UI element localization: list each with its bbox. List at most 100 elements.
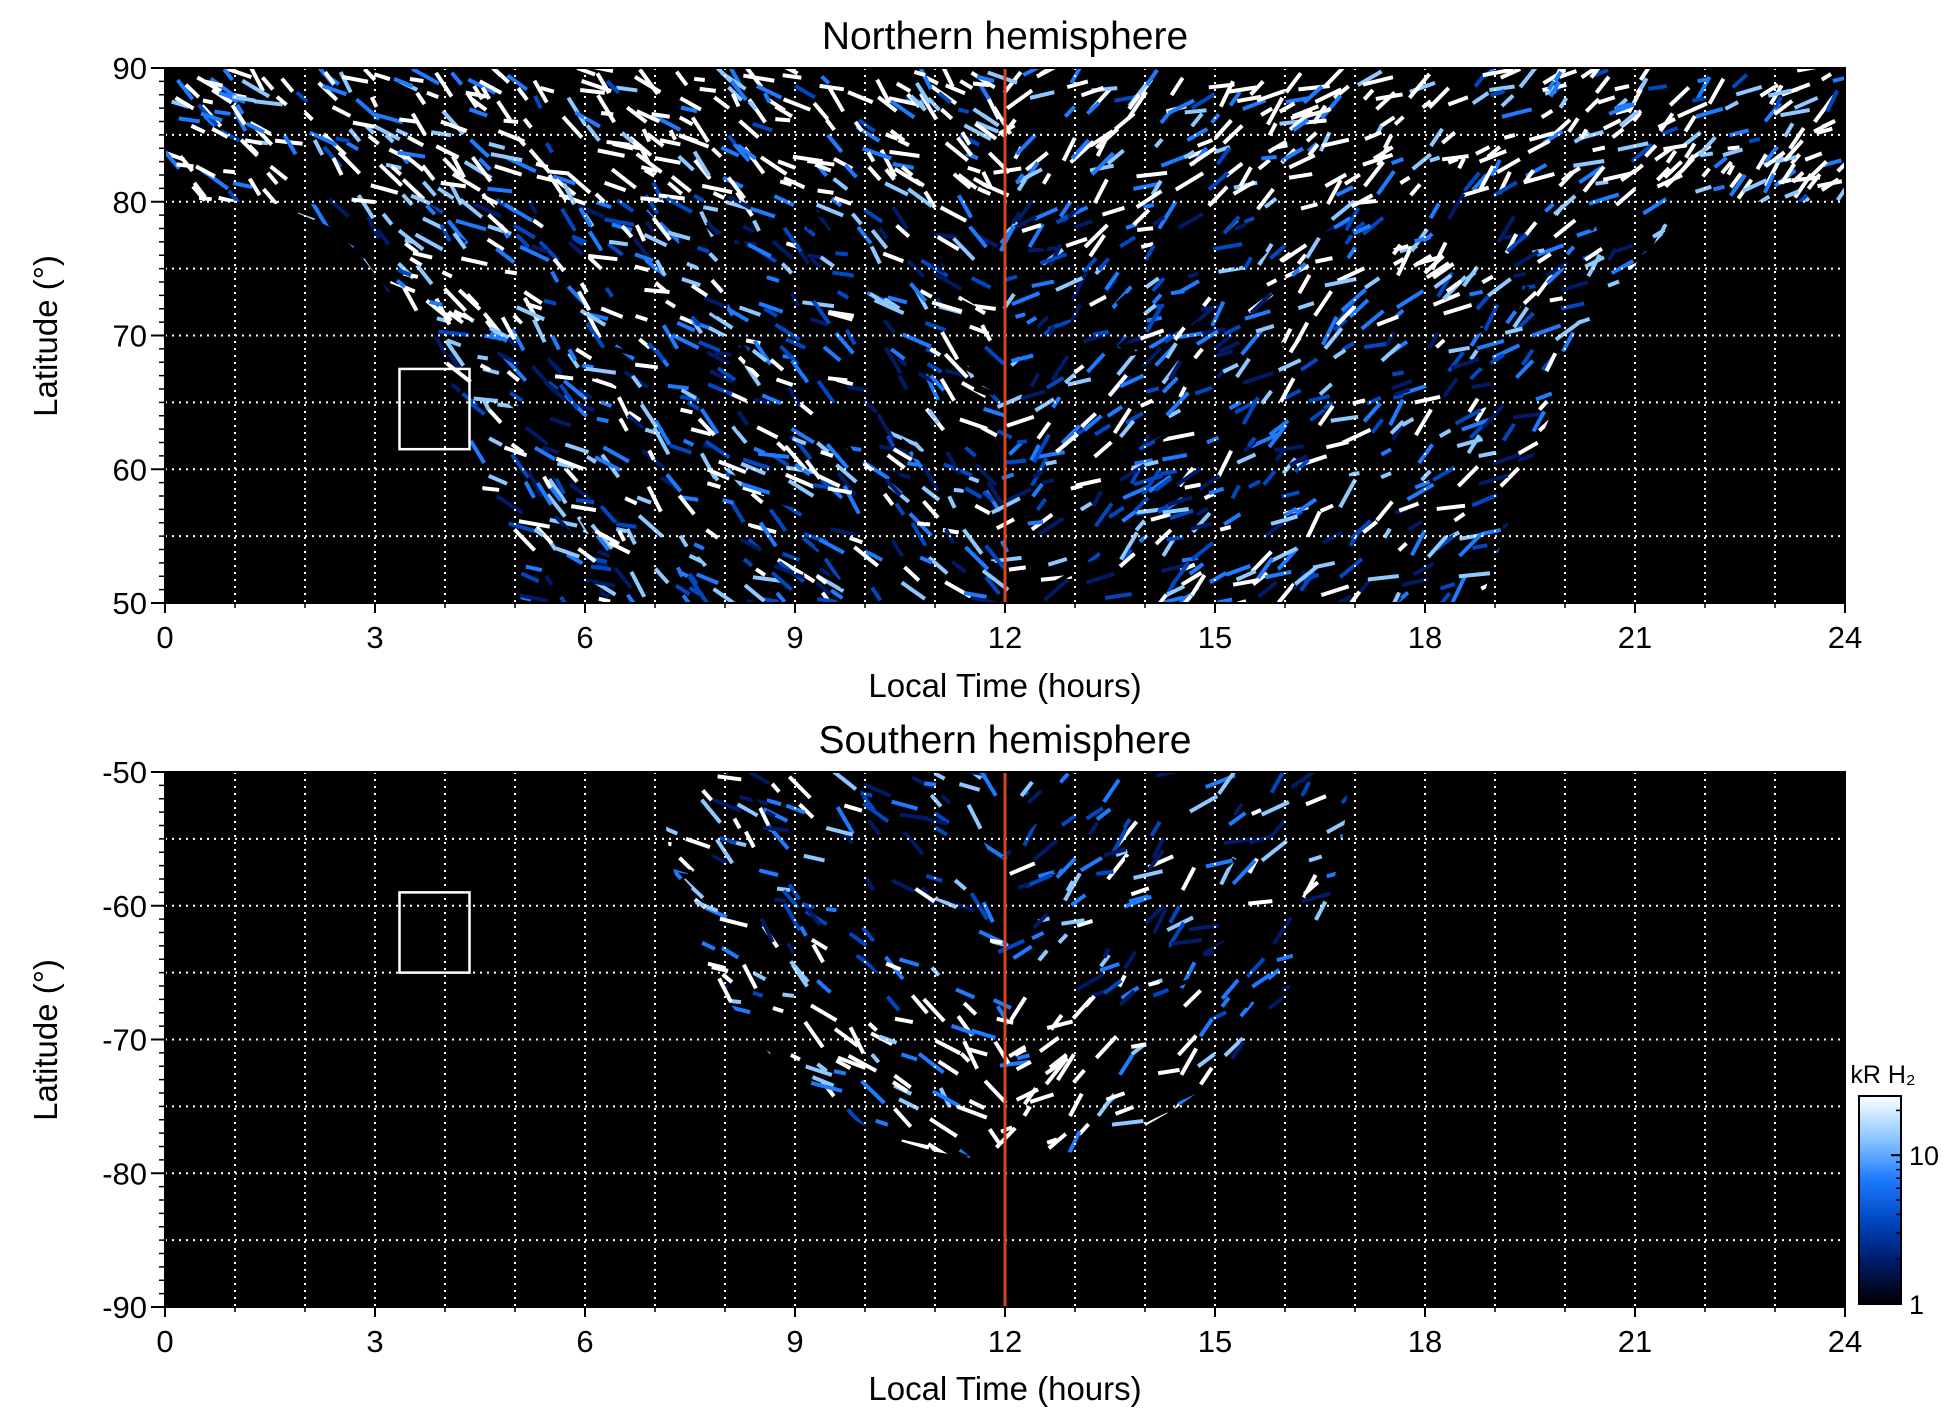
northern-emission-streak: [715, 351, 732, 357]
southern-emission-streak: [865, 955, 884, 975]
northern-emission-streak: [1091, 490, 1103, 508]
northern-emission-streak: [547, 478, 568, 505]
northern-emission-streak: [536, 174, 559, 184]
northern-emission-streak: [1560, 170, 1574, 183]
northern-emission-streak: [830, 196, 843, 208]
northern-emission-streak: [533, 94, 543, 110]
northern-emission-streak: [1242, 256, 1253, 271]
northern-emission-streak: [487, 473, 508, 486]
northern-emission-streak: [1573, 159, 1605, 168]
northern-emission-streak: [758, 301, 784, 314]
northern-emission-streak: [1143, 203, 1155, 209]
southern-emission-streak: [1019, 780, 1034, 798]
southern-emission-streak: [1170, 978, 1192, 989]
northern-emission-streak: [1458, 532, 1484, 558]
northern-emission-streak: [415, 264, 434, 286]
northern-emission-streak: [816, 379, 836, 404]
northern-emission-streak: [1292, 117, 1310, 133]
northern-emission-streak: [1174, 171, 1205, 192]
northern-emission-streak: [587, 255, 603, 271]
northern-emission-streak: [1255, 324, 1275, 334]
northern-emission-streak: [1190, 521, 1212, 531]
northern-emission-streak: [894, 502, 906, 516]
southern-emission-streak: [1157, 1067, 1180, 1076]
southern-emission-streak: [934, 896, 958, 910]
northern-emission-streak: [917, 521, 931, 527]
northern-emission-streak: [1145, 68, 1159, 87]
northern-emission-streak: [1362, 88, 1375, 101]
northern-emission-streak: [489, 326, 514, 342]
southern-emission-streak: [864, 876, 876, 892]
northern-emission-streak: [523, 480, 536, 499]
northern-emission-streak: [1379, 115, 1396, 129]
northern-emission-streak: [579, 308, 607, 327]
northern-emission-streak: [893, 167, 922, 187]
northern-emission-streak: [780, 262, 794, 275]
northern-emission-streak: [705, 223, 722, 241]
northern-emission-streak: [219, 129, 241, 143]
northern-emission-streak: [863, 208, 884, 224]
northern-emission-streak: [1027, 246, 1058, 253]
northern-emission-streak: [1278, 377, 1296, 403]
northern-emission-streak: [1308, 394, 1331, 404]
northern-emission-streak: [634, 314, 648, 322]
northern-emission-streak: [1567, 117, 1580, 133]
northern-emission-streak: [1041, 172, 1052, 185]
northern-emission-streak: [1225, 354, 1243, 368]
northern-emission-streak: [701, 183, 733, 195]
southern-emission-streak: [1202, 951, 1214, 957]
northern-emission-streak: [1296, 253, 1308, 265]
northern-emission-streak: [575, 497, 595, 505]
northern-emission-streak: [262, 187, 278, 206]
northern-emission-streak: [817, 474, 841, 489]
northern-emission-streak: [539, 85, 555, 94]
northern-emission-streak: [1143, 373, 1160, 387]
northern-emission-streak: [944, 83, 966, 96]
northern-emission-streak: [820, 224, 841, 250]
northern-emission-streak: [1073, 364, 1085, 375]
southern-emission-streak: [1044, 1056, 1069, 1076]
northern-emission-streak: [1165, 391, 1190, 417]
northern-emission-streak: [651, 216, 672, 242]
northern-emission-streak: [724, 68, 743, 88]
northern-emission-streak: [1260, 389, 1273, 405]
northern-emission-streak: [1319, 94, 1343, 120]
northern-emission-streak: [390, 165, 403, 177]
northern-emission-streak: [1288, 153, 1316, 170]
northern-emission-streak: [1426, 331, 1440, 352]
northern-emission-streak: [1654, 145, 1675, 162]
southern-emission-streak: [811, 1075, 835, 1088]
northern-emission-streak: [587, 580, 601, 595]
southern-emission-streak: [1106, 852, 1130, 881]
northern-emission-streak: [176, 162, 194, 169]
northern-emission-streak: [1157, 200, 1178, 230]
northern-emission-streak: [1324, 172, 1348, 188]
northern-emission-streak: [825, 535, 858, 549]
northern-emission-streak: [1294, 497, 1318, 516]
northern-emission-streak: [532, 79, 549, 104]
northern-emission-streak: [1456, 520, 1470, 528]
southern-emission-streak: [711, 965, 729, 973]
northern-emission-streak: [527, 532, 541, 543]
northern-emission-streak: [674, 583, 691, 596]
northern-emission-streak: [406, 135, 425, 148]
northern-emission-streak: [729, 474, 747, 483]
southern-emission-streak: [803, 1020, 825, 1049]
northern-emission-streak: [441, 270, 453, 279]
northern-emission-streak: [260, 76, 275, 91]
northern-emission-streak: [763, 306, 778, 318]
northern-emission-streak: [1481, 527, 1502, 536]
northern-emission-streak: [1482, 68, 1514, 78]
northern-emission-streak: [525, 564, 543, 573]
northern-emission-streak: [722, 498, 734, 505]
northern-emission-streak: [1190, 92, 1216, 110]
northern-emission-streak: [1270, 546, 1298, 563]
northern-emission-streak: [970, 276, 992, 290]
northern-emission-streak: [1232, 180, 1256, 196]
southern-emission-streak: [670, 864, 693, 875]
southern-emission-streak: [1182, 988, 1202, 1008]
northern-emission-streak: [736, 410, 750, 427]
southern-emission-streak: [1276, 953, 1294, 963]
northern-emission-streak: [637, 514, 664, 538]
northern-emission-streak: [1249, 292, 1273, 315]
